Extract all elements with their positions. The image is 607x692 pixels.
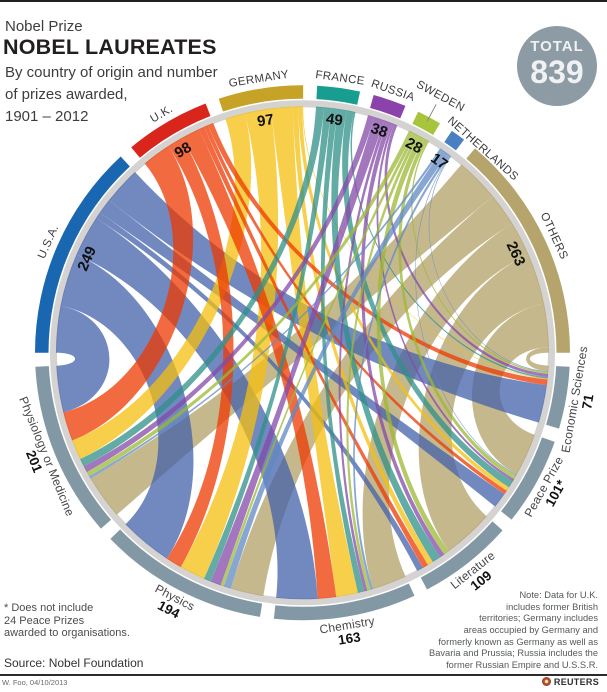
- svg-text:17: 17: [427, 150, 450, 174]
- svg-text:71: 71: [579, 393, 596, 411]
- svg-text:163: 163: [337, 629, 362, 648]
- svg-text:FRANCE: FRANCE: [315, 69, 366, 88]
- svg-text:49: 49: [325, 110, 344, 129]
- svg-text:38: 38: [368, 120, 389, 142]
- svg-text:SWEDEN: SWEDEN: [414, 79, 466, 115]
- svg-text:28: 28: [402, 134, 425, 157]
- svg-text:97: 97: [256, 111, 275, 130]
- svg-text:98: 98: [172, 139, 195, 162]
